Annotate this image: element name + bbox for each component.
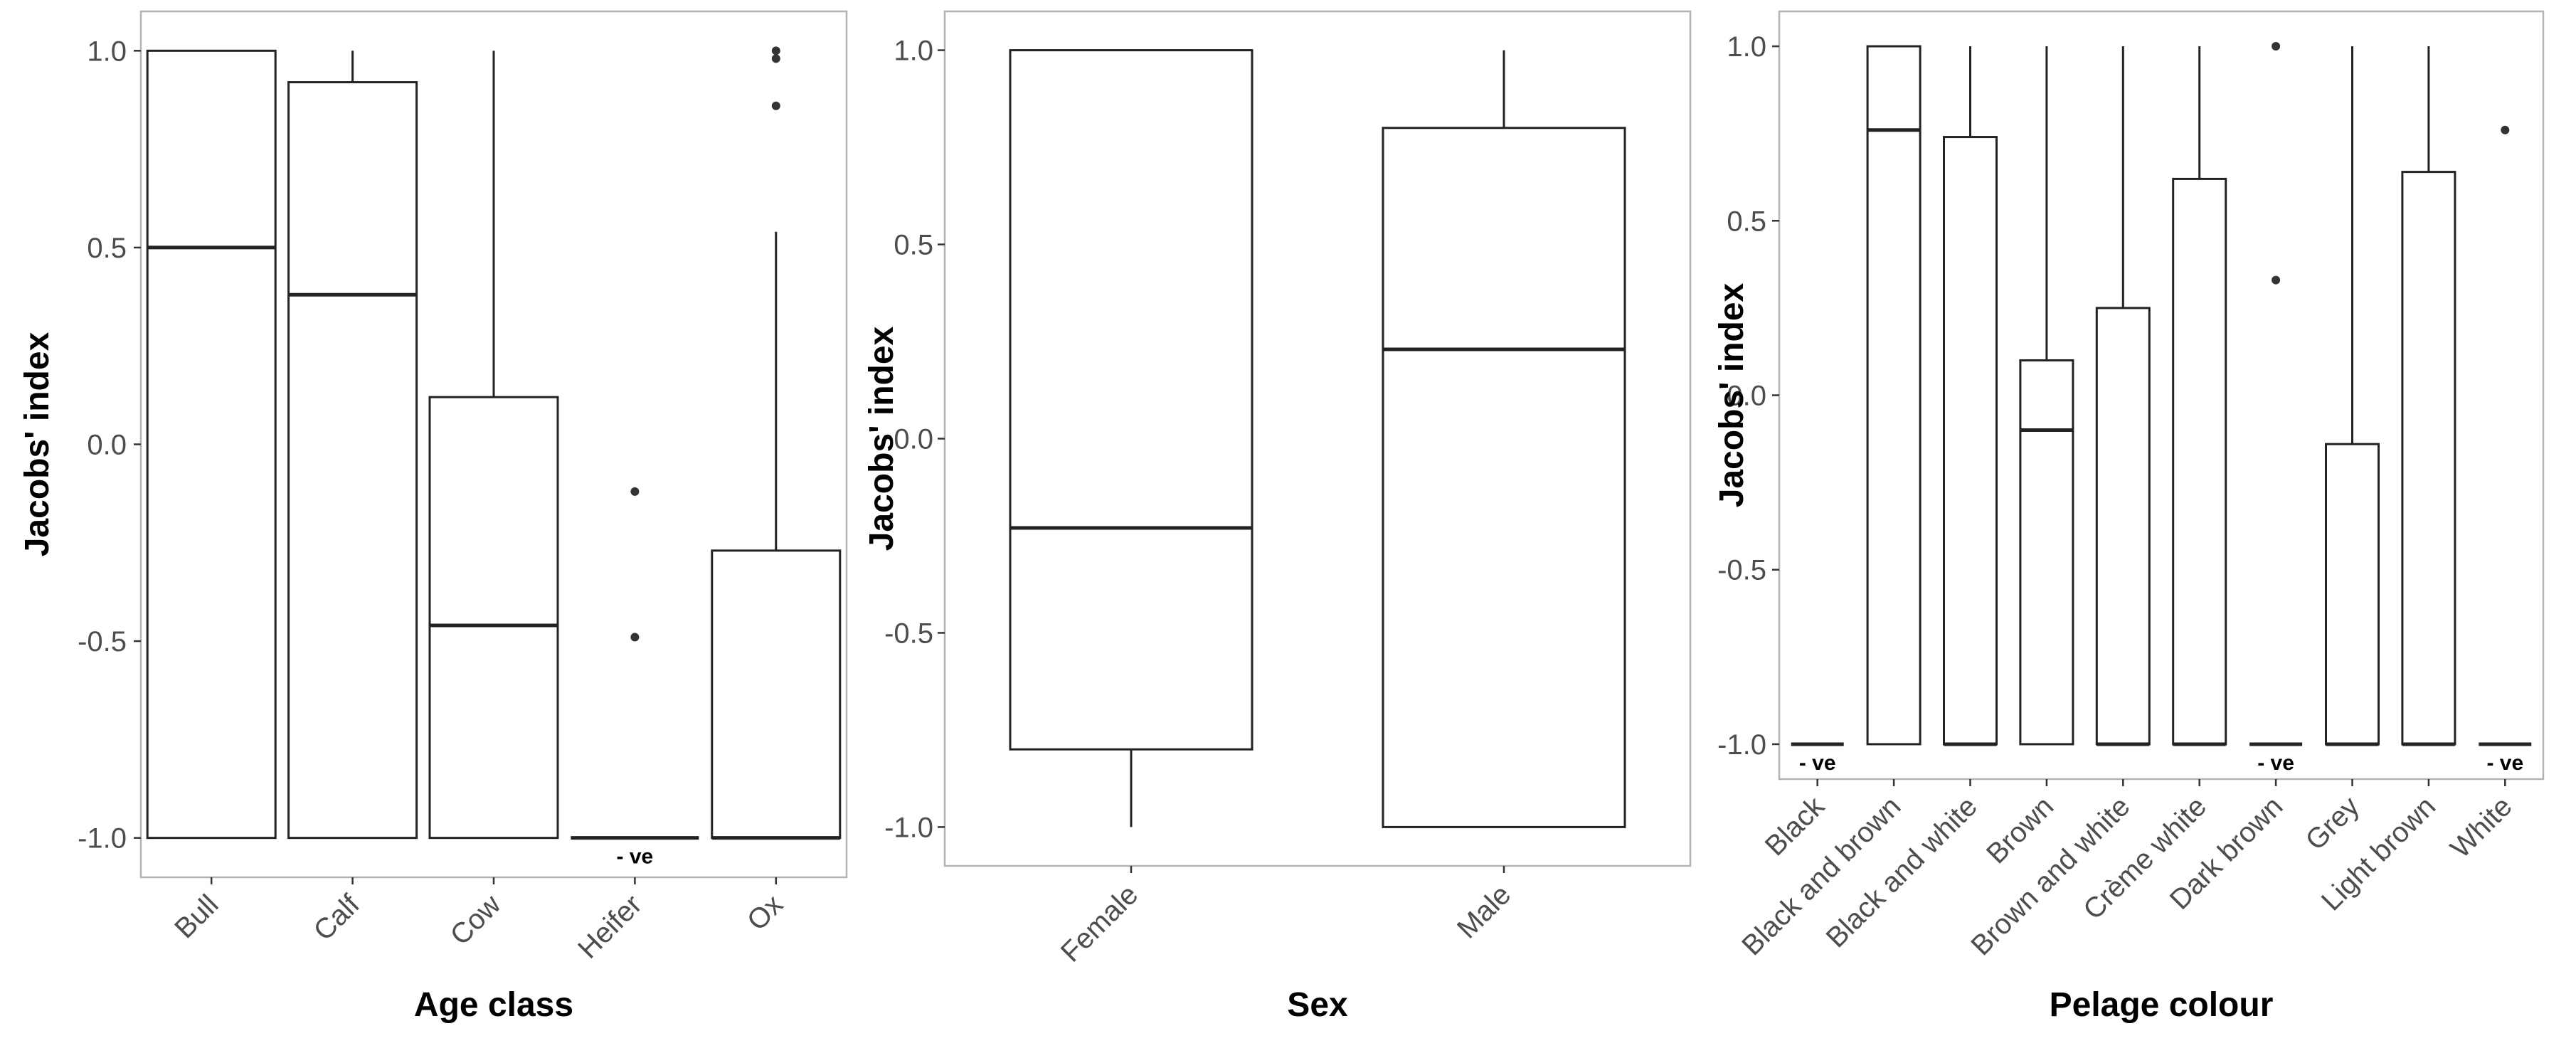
- box-black-and-brown: [1866, 45, 1922, 746]
- panel-2: 1.0 0.5 0.0 -0.5 -1.0 Jacobs' index Sex Female M…: [863, 10, 1692, 1024]
- box-body: [146, 49, 277, 840]
- y-tick-label: -0.5: [1717, 555, 1766, 586]
- x-tick-label: Black: [1759, 790, 1831, 862]
- box-body: [428, 396, 559, 840]
- x-tick-label: Grey: [2299, 790, 2365, 856]
- box-calf: [287, 51, 418, 840]
- y-tick-label: 1.0: [894, 36, 933, 67]
- y-tick-label: -1.0: [1717, 729, 1766, 761]
- box-dark-brown: - ve: [2249, 42, 2303, 775]
- outlier-point: [2272, 42, 2281, 51]
- outlier-point: [771, 101, 780, 110]
- outlier-point: [630, 633, 640, 642]
- y-tick-label: -0.5: [884, 618, 933, 649]
- y-tick-label: 0.0: [87, 430, 127, 461]
- box-grey: [2325, 46, 2380, 746]
- x-tick-label: Bull: [169, 889, 224, 944]
- negative-annotation: - ve: [2257, 751, 2294, 775]
- x-axis-title: Sex: [1287, 986, 1348, 1024]
- box-body: [1009, 49, 1253, 751]
- x-tick-label: Ox: [741, 889, 789, 936]
- box-body: [2019, 359, 2074, 746]
- x-axis-title: Pelage colour: [2050, 986, 2274, 1024]
- box-brown: [2019, 46, 2074, 746]
- y-axis-title: Jacobs' index: [863, 326, 901, 551]
- box-light-brown: [2401, 46, 2456, 746]
- outlier-point: [630, 487, 640, 496]
- outlier-point: [2501, 125, 2510, 134]
- x-tick-label: White: [2444, 790, 2518, 864]
- box-bull: [146, 49, 277, 840]
- x-tick-label: Heifer: [572, 889, 648, 965]
- panel-3: 1.0 0.5 0.0 -0.5 -1.0 Jacobs' index Pelage col…: [1713, 10, 2545, 1024]
- box-body: [1943, 136, 1998, 746]
- x-tick-label: Female: [1055, 879, 1144, 968]
- y-tick-label: 1.0: [1727, 31, 1766, 63]
- y-tick-label: 0.5: [894, 230, 933, 261]
- y-tick-label: 0.5: [87, 233, 127, 264]
- box-black: - ve: [1791, 742, 1844, 775]
- outlier-point: [2272, 275, 2281, 285]
- negative-annotation: - ve: [1799, 751, 1836, 775]
- box-ox: [711, 46, 842, 840]
- y-tick-label: 1.0: [87, 36, 127, 67]
- y-tick-label: 0.0: [1727, 381, 1766, 412]
- box-crème-white: [2172, 46, 2227, 746]
- box-body: [711, 549, 842, 840]
- box-body: [2172, 177, 2227, 746]
- panel-1: 1.0 0.5 0.0 -0.5 -1.0 Jacobs' index Age class B…: [18, 10, 848, 1024]
- box-body: [2095, 307, 2151, 746]
- y-tick-label: 0.0: [894, 424, 933, 455]
- y-tick-label: -1.0: [78, 823, 127, 855]
- y-tick-label: 0.5: [1727, 206, 1766, 237]
- box-body: [287, 81, 418, 840]
- y-axis-title: Jacobs' index: [1713, 282, 1751, 507]
- box-white: - ve: [2479, 125, 2532, 775]
- box-female: [1009, 49, 1253, 827]
- box-brown-and-white: [2095, 46, 2151, 746]
- box-body: [1382, 127, 1626, 828]
- negative-annotation: - ve: [2486, 751, 2523, 775]
- box-body: [2401, 171, 2456, 746]
- x-tick-label: Calf: [308, 889, 366, 947]
- y-axis-title: Jacobs' index: [18, 332, 56, 556]
- box-cow: [428, 51, 559, 840]
- box-body: [1866, 45, 1922, 746]
- x-axis-title: Age class: [414, 986, 573, 1024]
- x-tick-label: Male: [1451, 879, 1517, 944]
- box-body: [2325, 443, 2380, 746]
- outlier-point: [771, 46, 780, 55]
- negative-annotation: - ve: [617, 845, 654, 869]
- box-black-and-white: [1943, 46, 1998, 746]
- outlier-point: [771, 54, 780, 63]
- box-male: [1382, 50, 1626, 828]
- box-heifer: - ve: [571, 487, 699, 869]
- y-tick-label: -1.0: [884, 812, 933, 843]
- x-tick-label: Cow: [445, 889, 507, 951]
- y-tick-label: -0.5: [78, 626, 127, 657]
